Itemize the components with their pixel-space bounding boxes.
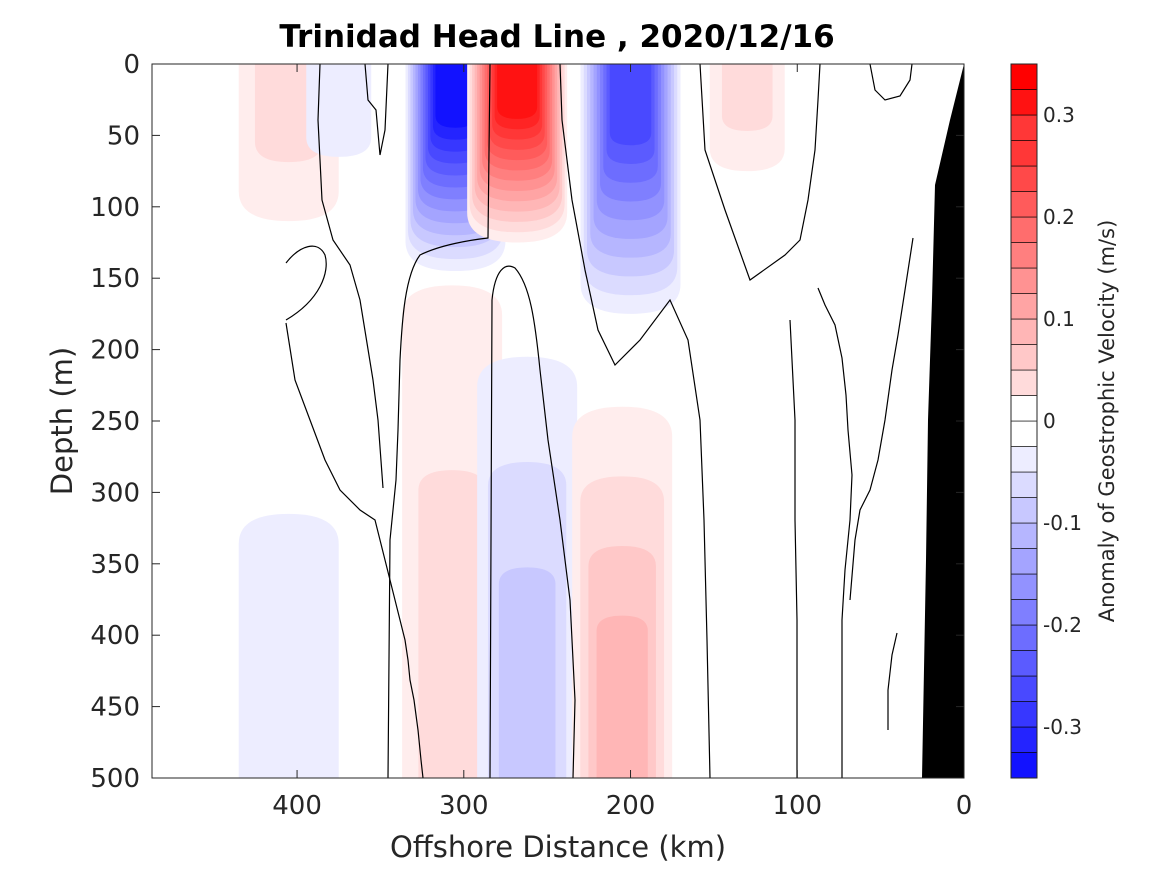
zero-contour bbox=[869, 64, 913, 101]
plot-area bbox=[151, 63, 965, 779]
zero-contour bbox=[699, 64, 821, 281]
colorbar-tick-label: -0.3 bbox=[1043, 715, 1082, 739]
y-axis-label: Depth (m) bbox=[45, 347, 79, 495]
positive-velocity-band bbox=[497, 64, 538, 119]
y-tick-label: 0 bbox=[123, 50, 140, 80]
y-tick-label: 450 bbox=[90, 693, 140, 723]
colorbar-bin bbox=[1010, 726, 1038, 753]
zero-contour bbox=[285, 245, 327, 321]
positive-velocity-band bbox=[254, 64, 323, 163]
colorbar-bin bbox=[1010, 318, 1038, 345]
colorbar-bin bbox=[1010, 344, 1038, 371]
x-tick-label: 300 bbox=[439, 791, 489, 821]
positive-velocity-band bbox=[721, 64, 773, 131]
colorbar-frame bbox=[1010, 63, 1038, 779]
colorbar-bin bbox=[1010, 395, 1038, 422]
x-axis: 400 300 200 100 0 bbox=[272, 64, 972, 821]
colorbar-bin bbox=[1010, 573, 1038, 600]
negative-velocity-band bbox=[238, 513, 339, 778]
y-tick-label: 400 bbox=[90, 621, 140, 651]
colorbar-tick-label: 0 bbox=[1043, 409, 1056, 433]
y-tick-label: 350 bbox=[90, 550, 140, 580]
negative-velocity-band bbox=[609, 64, 652, 146]
zero-contour bbox=[849, 237, 914, 601]
colorbar-bin bbox=[1010, 752, 1038, 779]
colorbar-tick-label: 0.2 bbox=[1043, 205, 1075, 229]
zero-contour bbox=[559, 64, 711, 778]
zero-contour bbox=[364, 64, 389, 156]
y-tick-label: 50 bbox=[107, 121, 140, 151]
colorbar-tick-label: -0.1 bbox=[1043, 511, 1082, 535]
zero-contour bbox=[489, 265, 576, 778]
seafloor-bathymetry bbox=[922, 64, 964, 778]
positive-velocity-band bbox=[418, 470, 486, 778]
colorbar-bin bbox=[1010, 165, 1038, 192]
colorbar-bin bbox=[1010, 548, 1038, 575]
colorbar-bin bbox=[1010, 63, 1038, 90]
colorbar-bin bbox=[1010, 497, 1038, 524]
x-tick-label: 400 bbox=[272, 791, 322, 821]
y-tick-label: 150 bbox=[90, 264, 140, 294]
colorbar-bin bbox=[1010, 522, 1038, 549]
colorbar-bin bbox=[1010, 675, 1038, 702]
x-tick-label: 100 bbox=[772, 791, 822, 821]
colorbar-bin bbox=[1010, 114, 1038, 141]
colorbar-tick-label: 0.1 bbox=[1043, 307, 1075, 331]
y-tick-label: 300 bbox=[90, 478, 140, 508]
colorbar-bin bbox=[1010, 701, 1038, 728]
colorbar-tick-label: 0.3 bbox=[1043, 103, 1075, 127]
y-tick-label: 200 bbox=[90, 336, 140, 366]
negative-velocity-band bbox=[306, 64, 372, 157]
positive-velocity-band bbox=[596, 615, 648, 778]
colorbar-tick-label: -0.2 bbox=[1043, 613, 1082, 637]
colorbar-bin bbox=[1010, 267, 1038, 294]
y-tick-label: 500 bbox=[90, 764, 140, 794]
velocity-fill-layer bbox=[238, 64, 785, 778]
colorbar-bin bbox=[1010, 369, 1038, 396]
y-tick-label: 100 bbox=[90, 193, 140, 223]
negative-velocity-band bbox=[435, 64, 476, 128]
colorbar-bin bbox=[1010, 216, 1038, 243]
colorbar-bin bbox=[1010, 420, 1038, 447]
x-tick-label: 200 bbox=[606, 791, 656, 821]
colorbar-bin bbox=[1010, 446, 1038, 473]
colorbar: 0.3 0.2 0.1 0 -0.1 -0.2 -0.3 bbox=[1010, 63, 1082, 779]
zero-contour bbox=[317, 64, 384, 489]
colorbar-label: Anomaly of Geostrophic Velocity (m/s) bbox=[1095, 220, 1119, 623]
colorbar-bin bbox=[1010, 624, 1038, 651]
x-axis-label: Offshore Distance (km) bbox=[390, 830, 726, 864]
zero-contour bbox=[887, 632, 898, 730]
zero-contour bbox=[789, 319, 798, 778]
colorbar-bin bbox=[1010, 471, 1038, 498]
colorbar-bin bbox=[1010, 242, 1038, 269]
x-tick-label: 0 bbox=[956, 791, 973, 821]
colorbar-bin bbox=[1010, 140, 1038, 167]
chart-title: Trinidad Head Line , 2020/12/16 bbox=[279, 19, 834, 55]
zero-contour-layer bbox=[285, 64, 914, 778]
zero-contour bbox=[817, 287, 853, 778]
colorbar-bin bbox=[1010, 650, 1038, 677]
colorbar-bin bbox=[1010, 89, 1038, 116]
colorbar-bin bbox=[1010, 599, 1038, 626]
y-axis: 0 50 100 150 200 250 300 350 400 450 500 bbox=[90, 50, 964, 794]
zero-contour bbox=[387, 64, 491, 778]
colorbar-bin bbox=[1010, 293, 1038, 320]
y-tick-label: 250 bbox=[90, 407, 140, 437]
colorbar-bin bbox=[1010, 191, 1038, 218]
negative-velocity-band bbox=[498, 567, 556, 778]
